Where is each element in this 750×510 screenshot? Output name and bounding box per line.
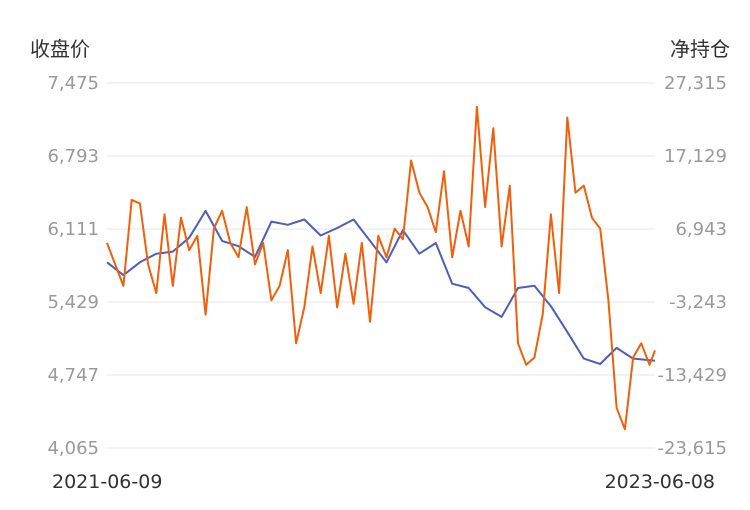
y-right-tick-label: 17,129: [664, 146, 727, 167]
y-right-tick-label: -3,243: [669, 292, 727, 313]
y-left-tick-label: 4,065: [47, 438, 99, 459]
close-price-line: [106, 209, 656, 365]
y-right-tick-label: -13,429: [658, 365, 727, 386]
series-lines: [106, 105, 656, 431]
x-tick-label-start: 2021-06-09: [52, 471, 162, 493]
gridlines: [107, 82, 655, 449]
y-right-axis-title: 净持仓: [670, 37, 730, 61]
y-left-tick-labels: 7,475 6,793 6,111 5,429 4,747 4,065: [47, 73, 99, 459]
y-left-tick-label: 6,793: [47, 146, 99, 167]
y-left-tick-label: 4,747: [47, 365, 99, 386]
y-right-tick-label: -23,615: [658, 438, 727, 459]
y-left-axis-title: 收盘价: [30, 37, 90, 61]
y-left-tick-label: 5,429: [47, 292, 99, 313]
y-right-tick-label: 27,315: [664, 73, 727, 94]
net-position-line: [106, 105, 656, 431]
y-left-tick-label: 7,475: [47, 73, 99, 94]
y-left-tick-label: 6,111: [47, 219, 99, 240]
x-tick-label-end: 2023-06-08: [605, 471, 715, 493]
y-right-tick-label: 6,943: [675, 219, 727, 240]
y-right-tick-labels: 27,315 17,129 6,943 -3,243 -13,429 -23,615: [658, 73, 727, 459]
